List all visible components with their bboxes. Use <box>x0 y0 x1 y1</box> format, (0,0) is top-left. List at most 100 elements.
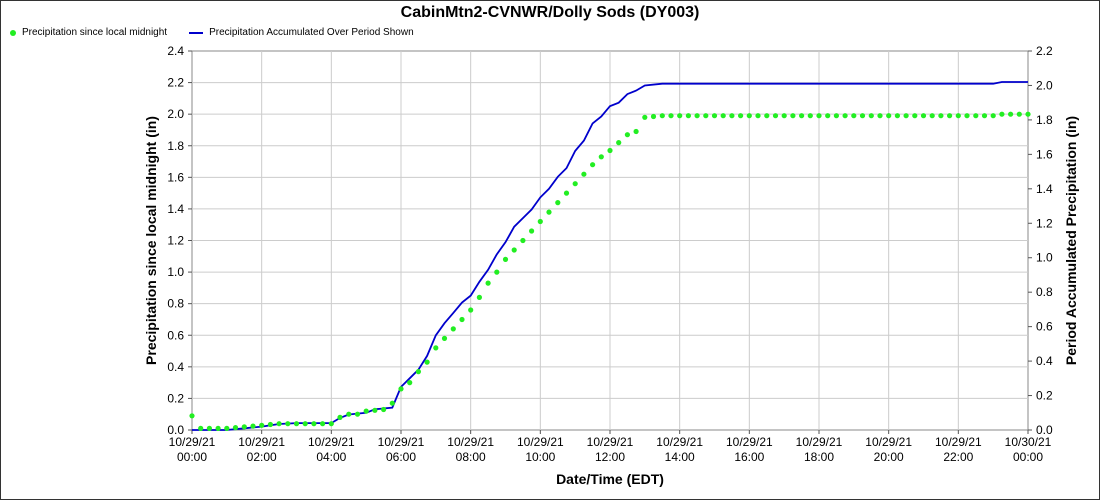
data-point <box>764 113 770 119</box>
data-point <box>624 132 631 138</box>
y-right-tick-label: 2.0 <box>1036 78 1053 92</box>
data-point <box>441 335 448 341</box>
y-left-tick-label: 1.6 <box>167 170 184 184</box>
data-point <box>616 140 622 146</box>
y-left-axis-title: Precipitation since local midnight (in) <box>143 116 159 365</box>
data-point <box>363 408 369 414</box>
y-right-tick-label: 2.2 <box>1036 44 1053 58</box>
data-point <box>354 411 361 417</box>
data-point <box>189 413 195 419</box>
data-point <box>947 113 953 119</box>
x-tick-label-date: 10/29/21 <box>308 435 355 449</box>
data-point <box>389 400 395 406</box>
x-tick-label-time: 14:00 <box>665 450 695 464</box>
x-tick-label-time: 02:00 <box>247 450 277 464</box>
data-point <box>633 128 639 135</box>
data-point <box>206 425 212 431</box>
data-point <box>650 113 657 120</box>
x-tick-label-time: 16:00 <box>734 450 764 464</box>
data-point <box>241 424 247 430</box>
legend-item-precip-since-midnight: Precipitation since local midnight <box>10 27 167 38</box>
data-point <box>642 114 648 120</box>
data-point <box>772 113 779 119</box>
data-point <box>668 113 674 119</box>
data-point <box>1025 111 1031 117</box>
data-point <box>990 113 996 119</box>
data-point <box>807 113 813 119</box>
data-point <box>502 256 509 262</box>
y-right-axis-title: Period Accumulated Precipitation (in) <box>1063 116 1079 365</box>
data-point <box>607 147 613 154</box>
x-tick-label-date: 10/29/21 <box>796 435 843 449</box>
data-point <box>955 113 961 119</box>
x-tick-label-date: 10/29/21 <box>169 435 216 449</box>
data-point <box>450 326 456 332</box>
data-point <box>799 113 805 119</box>
data-point <box>232 425 239 431</box>
data-point <box>302 421 308 427</box>
data-point <box>407 380 413 386</box>
data-point <box>581 171 587 177</box>
legend-label: Precipitation since local midnight <box>22 27 168 38</box>
y-left-tick-label: 0.0 <box>167 423 184 437</box>
data-point <box>546 209 552 215</box>
y-left-tick-label: 1.2 <box>167 234 184 248</box>
y-left-tick-label: 1.0 <box>167 265 184 279</box>
data-point <box>929 113 935 119</box>
y-right-tick-label: 0.6 <box>1036 320 1053 334</box>
x-tick-label-date: 10/29/21 <box>865 435 912 449</box>
y-left-tick-label: 2.0 <box>167 107 184 121</box>
data-point <box>720 113 726 119</box>
data-point <box>563 190 570 196</box>
data-point <box>293 421 300 427</box>
y-right-tick-label: 0.8 <box>1036 285 1053 299</box>
data-point <box>781 113 787 119</box>
data-point <box>215 425 221 431</box>
data-point <box>738 113 744 119</box>
data-point <box>459 316 465 323</box>
x-tick-label-time: 08:00 <box>456 450 486 464</box>
data-point <box>685 113 692 119</box>
data-point <box>711 113 718 119</box>
x-tick-label-time: 10:00 <box>525 450 555 464</box>
data-point <box>537 218 543 225</box>
data-point <box>337 414 343 420</box>
data-point <box>694 113 700 119</box>
data-point <box>868 113 874 119</box>
data-point <box>267 421 273 428</box>
data-point <box>1016 111 1022 117</box>
data-point <box>894 113 901 119</box>
data-point <box>859 113 866 119</box>
data-point <box>276 421 282 427</box>
data-point <box>555 200 561 206</box>
data-point <box>729 113 735 119</box>
data-point <box>468 307 474 313</box>
x-tick-label-date: 10/29/21 <box>517 435 564 449</box>
x-axis-title: Date/Time (EDT) <box>556 471 664 487</box>
x-tick-label-time: 00:00 <box>1013 450 1043 464</box>
x-tick-label-date: 10/29/21 <box>726 435 773 449</box>
data-point <box>311 421 317 427</box>
data-point <box>964 113 970 119</box>
data-point <box>494 269 500 275</box>
y-left-tick-label: 1.8 <box>167 139 184 153</box>
chart-title: CabinMtn2-CVNWR/Dolly Sods (DY003) <box>400 4 700 21</box>
data-point <box>320 421 326 427</box>
y-left-tick-label: 2.2 <box>167 76 184 90</box>
data-point <box>1008 111 1014 117</box>
y-right-tick-label: 1.6 <box>1036 147 1053 161</box>
data-point <box>572 181 578 187</box>
y-right-tick-label: 0.0 <box>1036 423 1053 437</box>
data-point <box>598 154 604 160</box>
data-point <box>816 113 822 119</box>
y-left-tick-label: 2.4 <box>167 44 184 58</box>
data-point <box>372 407 378 413</box>
x-tick-label-date: 10/29/21 <box>378 435 425 449</box>
data-point <box>842 113 848 119</box>
data-point <box>755 113 761 119</box>
data-point <box>746 113 752 119</box>
data-point <box>999 111 1005 117</box>
y-left-tick-label: 0.2 <box>167 391 184 405</box>
y-left-tick-label: 0.8 <box>167 297 184 311</box>
